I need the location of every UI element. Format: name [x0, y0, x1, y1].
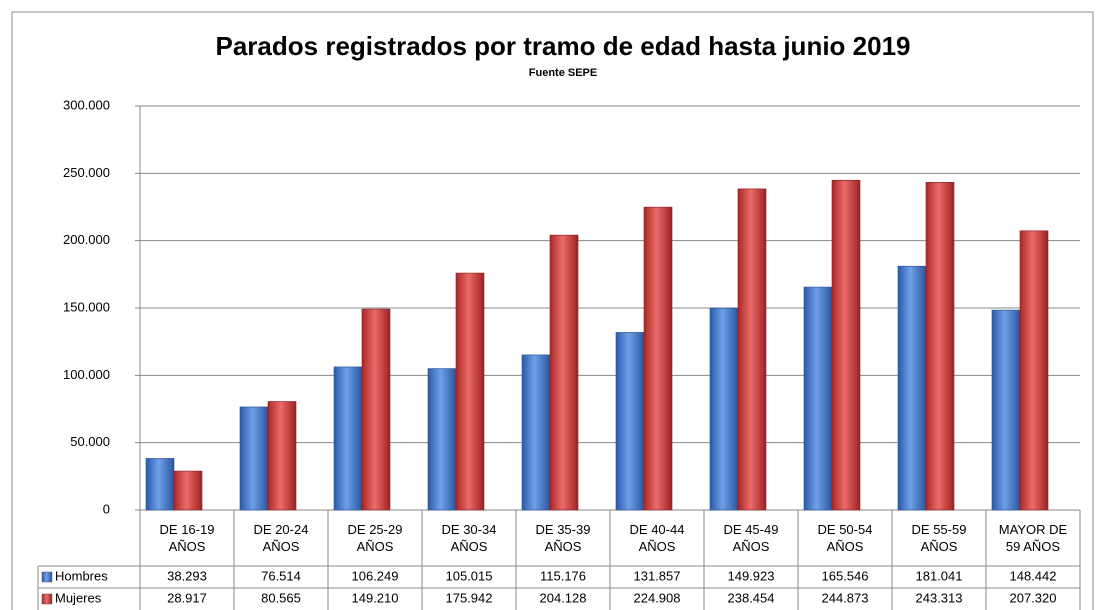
y-tick-label: 100.000: [63, 367, 110, 382]
bar: [737, 188, 767, 511]
bar: [831, 179, 861, 511]
legend-label: Hombres: [55, 568, 108, 583]
bar: [427, 368, 457, 511]
y-tick-label: 0: [103, 501, 110, 516]
legend-swatch: [41, 571, 53, 583]
bar: [239, 406, 269, 511]
x-tick-label: DE 55-59 AÑOS: [892, 510, 986, 566]
table-value: 131.857: [634, 568, 681, 583]
table-value: 244.873: [822, 590, 869, 605]
x-tick-label: DE 50-54 AÑOS: [798, 510, 892, 566]
bar: [455, 272, 485, 511]
bar: [925, 182, 955, 511]
table-value: 149.210: [352, 590, 399, 605]
chart-border: [11, 11, 1094, 610]
category-text: DE 45-49 AÑOS: [723, 522, 779, 554]
bar: [897, 265, 927, 511]
bar: [643, 206, 673, 511]
x-tick-label: DE 35-39 AÑOS: [516, 510, 610, 566]
bar: [267, 401, 297, 511]
x-tick-label: DE 45-49 AÑOS: [704, 510, 798, 566]
legend-swatch: [41, 593, 53, 605]
bar: [361, 308, 391, 511]
y-tick-label: 50.000: [70, 434, 110, 449]
table-value: 238.454: [728, 590, 775, 605]
table-value: 105.015: [446, 568, 493, 583]
x-tick-label: DE 20-24 AÑOS: [234, 510, 328, 566]
table-value: 148.442: [1010, 568, 1057, 583]
table-value: 207.320: [1010, 590, 1057, 605]
category-text: DE 50-54 AÑOS: [817, 522, 873, 554]
category-text: DE 35-39 AÑOS: [535, 522, 591, 554]
category-text: DE 40-44 AÑOS: [629, 522, 685, 554]
chart-subtitle: Fuente SEPE: [529, 67, 597, 79]
bar: [145, 458, 175, 511]
table-value: 38.293: [167, 568, 207, 583]
x-tick-label: MAYOR DE 59 AÑOS: [986, 510, 1080, 566]
table-value: 175.942: [446, 590, 493, 605]
y-tick-label: 250.000: [63, 165, 110, 180]
x-tick-label: DE 40-44 AÑOS: [610, 510, 704, 566]
y-tick-label: 300.000: [63, 97, 110, 112]
x-tick-label: DE 30-34 AÑOS: [422, 510, 516, 566]
table-value: 224.908: [634, 590, 681, 605]
x-tick-label: DE 16-19 AÑOS: [140, 510, 234, 566]
table-value: 243.313: [916, 590, 963, 605]
chart-title: Parados registrados por tramo de edad ha…: [216, 31, 911, 61]
bar: [991, 309, 1021, 511]
table-value: 106.249: [352, 568, 399, 583]
bar: [1019, 230, 1049, 511]
category-text: DE 16-19 AÑOS: [159, 522, 215, 554]
category-text: DE 30-34 AÑOS: [441, 522, 497, 554]
category-text: DE 25-29 AÑOS: [347, 522, 403, 554]
category-text: DE 20-24 AÑOS: [253, 522, 309, 554]
table-value: 28.917: [167, 590, 207, 605]
x-tick-label: DE 25-29 AÑOS: [328, 510, 422, 566]
y-tick-label: 150.000: [63, 299, 110, 314]
category-text: MAYOR DE 59 AÑOS: [998, 522, 1068, 554]
table-value: 181.041: [916, 568, 963, 583]
table-value: 115.176: [540, 568, 586, 583]
table-value: 76.514: [261, 568, 301, 583]
table-value: 165.546: [822, 568, 869, 583]
table-value: 80.565: [261, 590, 301, 605]
bar: [615, 332, 645, 511]
y-tick-label: 200.000: [63, 232, 110, 247]
table-value: 149.923: [728, 568, 775, 583]
bar: [709, 307, 739, 511]
bar: [333, 366, 363, 511]
bar: [521, 354, 551, 511]
bar: [173, 470, 203, 511]
legend-label: Mujeres: [55, 590, 102, 605]
table-value: 204.128: [540, 590, 587, 605]
bar: [803, 286, 833, 511]
bar: [549, 234, 579, 511]
category-text: DE 55-59 AÑOS: [911, 522, 967, 554]
